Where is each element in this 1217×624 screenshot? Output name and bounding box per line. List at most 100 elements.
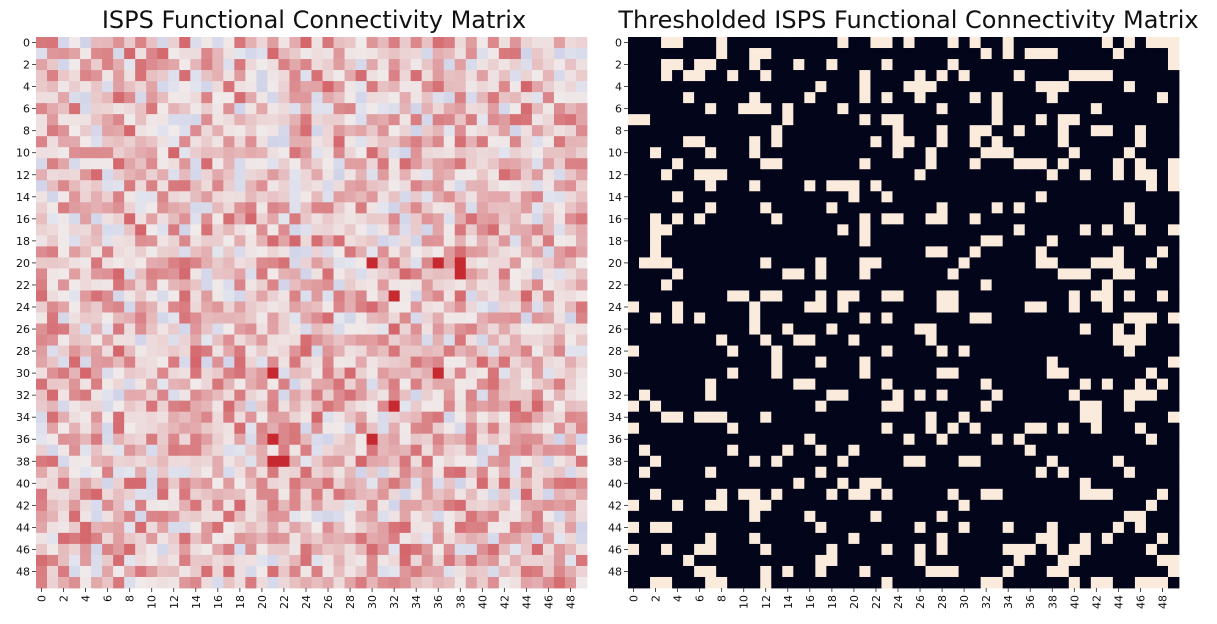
heatmap-cell: [179, 169, 191, 181]
heatmap-cell: [1057, 356, 1070, 368]
heatmap-cell: [553, 576, 566, 589]
heatmap-cell: [1156, 466, 1169, 479]
heatmap-cell: [102, 378, 114, 391]
heatmap-cell: [661, 301, 673, 313]
heatmap-cell: [575, 455, 588, 468]
heatmap-cell: [793, 378, 805, 391]
heatmap-cell: [377, 48, 390, 60]
heatmap-cell: [410, 224, 423, 236]
heatmap-cell: [212, 477, 224, 490]
heatmap-cell: [1024, 268, 1037, 280]
heatmap-cell: [168, 510, 180, 523]
heatmap-cell: [892, 400, 904, 413]
heatmap-cell: [1013, 81, 1026, 93]
heatmap-cell: [179, 422, 191, 435]
heatmap-cell: [716, 312, 728, 324]
heatmap-cell: [245, 499, 257, 512]
heatmap-cell: [958, 147, 971, 159]
heatmap-cell: [553, 400, 566, 413]
heatmap-cell: [58, 367, 70, 380]
heatmap-cell: [749, 334, 761, 346]
heatmap-cell: [36, 37, 48, 49]
heatmap-cell: [388, 136, 401, 148]
heatmap-cell: [1002, 81, 1015, 93]
heatmap-cell: [1112, 191, 1125, 203]
heatmap-cell: [575, 169, 588, 181]
heatmap-cell: [311, 213, 323, 225]
heatmap-cell: [102, 268, 114, 280]
heatmap-cell: [289, 180, 301, 192]
heatmap-cell: [628, 92, 640, 104]
heatmap-cell: [727, 323, 739, 335]
heatmap-cell: [782, 499, 794, 512]
heatmap-cell: [311, 37, 323, 49]
heatmap-cell: [190, 499, 202, 512]
y-tick-label: 24: [16, 301, 30, 314]
heatmap-cell: [102, 114, 114, 126]
heatmap-cell: [476, 246, 489, 258]
heatmap-cell: [1090, 136, 1103, 148]
heatmap-cell: [388, 554, 401, 567]
heatmap-cell: [628, 136, 640, 148]
heatmap-cell: [793, 114, 805, 126]
heatmap-cell: [749, 554, 761, 567]
heatmap-cell: [91, 510, 103, 523]
heatmap-cell: [520, 48, 533, 60]
heatmap-cell: [771, 92, 783, 104]
heatmap-cell: [157, 224, 169, 236]
heatmap-cell: [628, 301, 640, 313]
heatmap-cell: [914, 81, 926, 93]
heatmap-cell: [980, 400, 993, 413]
heatmap-cell: [903, 180, 915, 192]
heatmap-cell: [771, 510, 783, 523]
heatmap-cell: [826, 345, 838, 357]
heatmap-cell: [311, 466, 323, 479]
heatmap-cell: [870, 224, 882, 236]
heatmap-cell: [980, 510, 993, 523]
heatmap-cell: [135, 378, 147, 391]
heatmap-cell: [1024, 411, 1037, 424]
heatmap-cell: [575, 103, 588, 115]
heatmap-cell: [168, 169, 180, 181]
heatmap-cell: [245, 400, 257, 413]
heatmap-cell: [377, 147, 390, 159]
heatmap-cell: [575, 543, 588, 556]
heatmap-cell: [815, 521, 827, 534]
heatmap-cell: [980, 169, 993, 181]
heatmap-cell: [727, 543, 739, 556]
heatmap-cell: [903, 92, 915, 104]
heatmap-cell: [201, 169, 213, 181]
heatmap-cell: [124, 521, 136, 534]
heatmap-cell: [705, 147, 717, 159]
heatmap-cell: [531, 389, 544, 402]
heatmap-cell: [628, 334, 640, 346]
heatmap-cell: [1145, 356, 1158, 368]
heatmap-cell: [672, 114, 684, 126]
heatmap-cell: [980, 312, 993, 324]
heatmap-cell: [465, 521, 478, 534]
heatmap-cell: [859, 103, 871, 115]
heatmap-cell: [487, 136, 500, 148]
heatmap-cell: [487, 70, 500, 82]
heatmap-cell: [245, 466, 257, 479]
heatmap-cell: [958, 356, 971, 368]
heatmap-cell: [388, 81, 401, 93]
heatmap-cell: [914, 301, 926, 313]
heatmap-cell: [487, 521, 500, 534]
heatmap-cell: [146, 345, 158, 357]
heatmap-cell: [793, 455, 805, 468]
heatmap-cell: [432, 422, 445, 435]
heatmap-cell: [1145, 532, 1158, 545]
heatmap-cell: [245, 191, 257, 203]
heatmap-cell: [278, 499, 290, 512]
heatmap-cell: [234, 466, 246, 479]
heatmap-cell: [903, 334, 915, 346]
heatmap-cell: [58, 444, 70, 457]
heatmap-cell: [1167, 191, 1180, 203]
heatmap-cell: [388, 334, 401, 346]
heatmap-cell: [520, 466, 533, 479]
heatmap-cell: [300, 81, 312, 93]
heatmap-cell: [628, 356, 640, 368]
heatmap-cell: [311, 301, 323, 313]
heatmap-cell: [256, 301, 268, 313]
